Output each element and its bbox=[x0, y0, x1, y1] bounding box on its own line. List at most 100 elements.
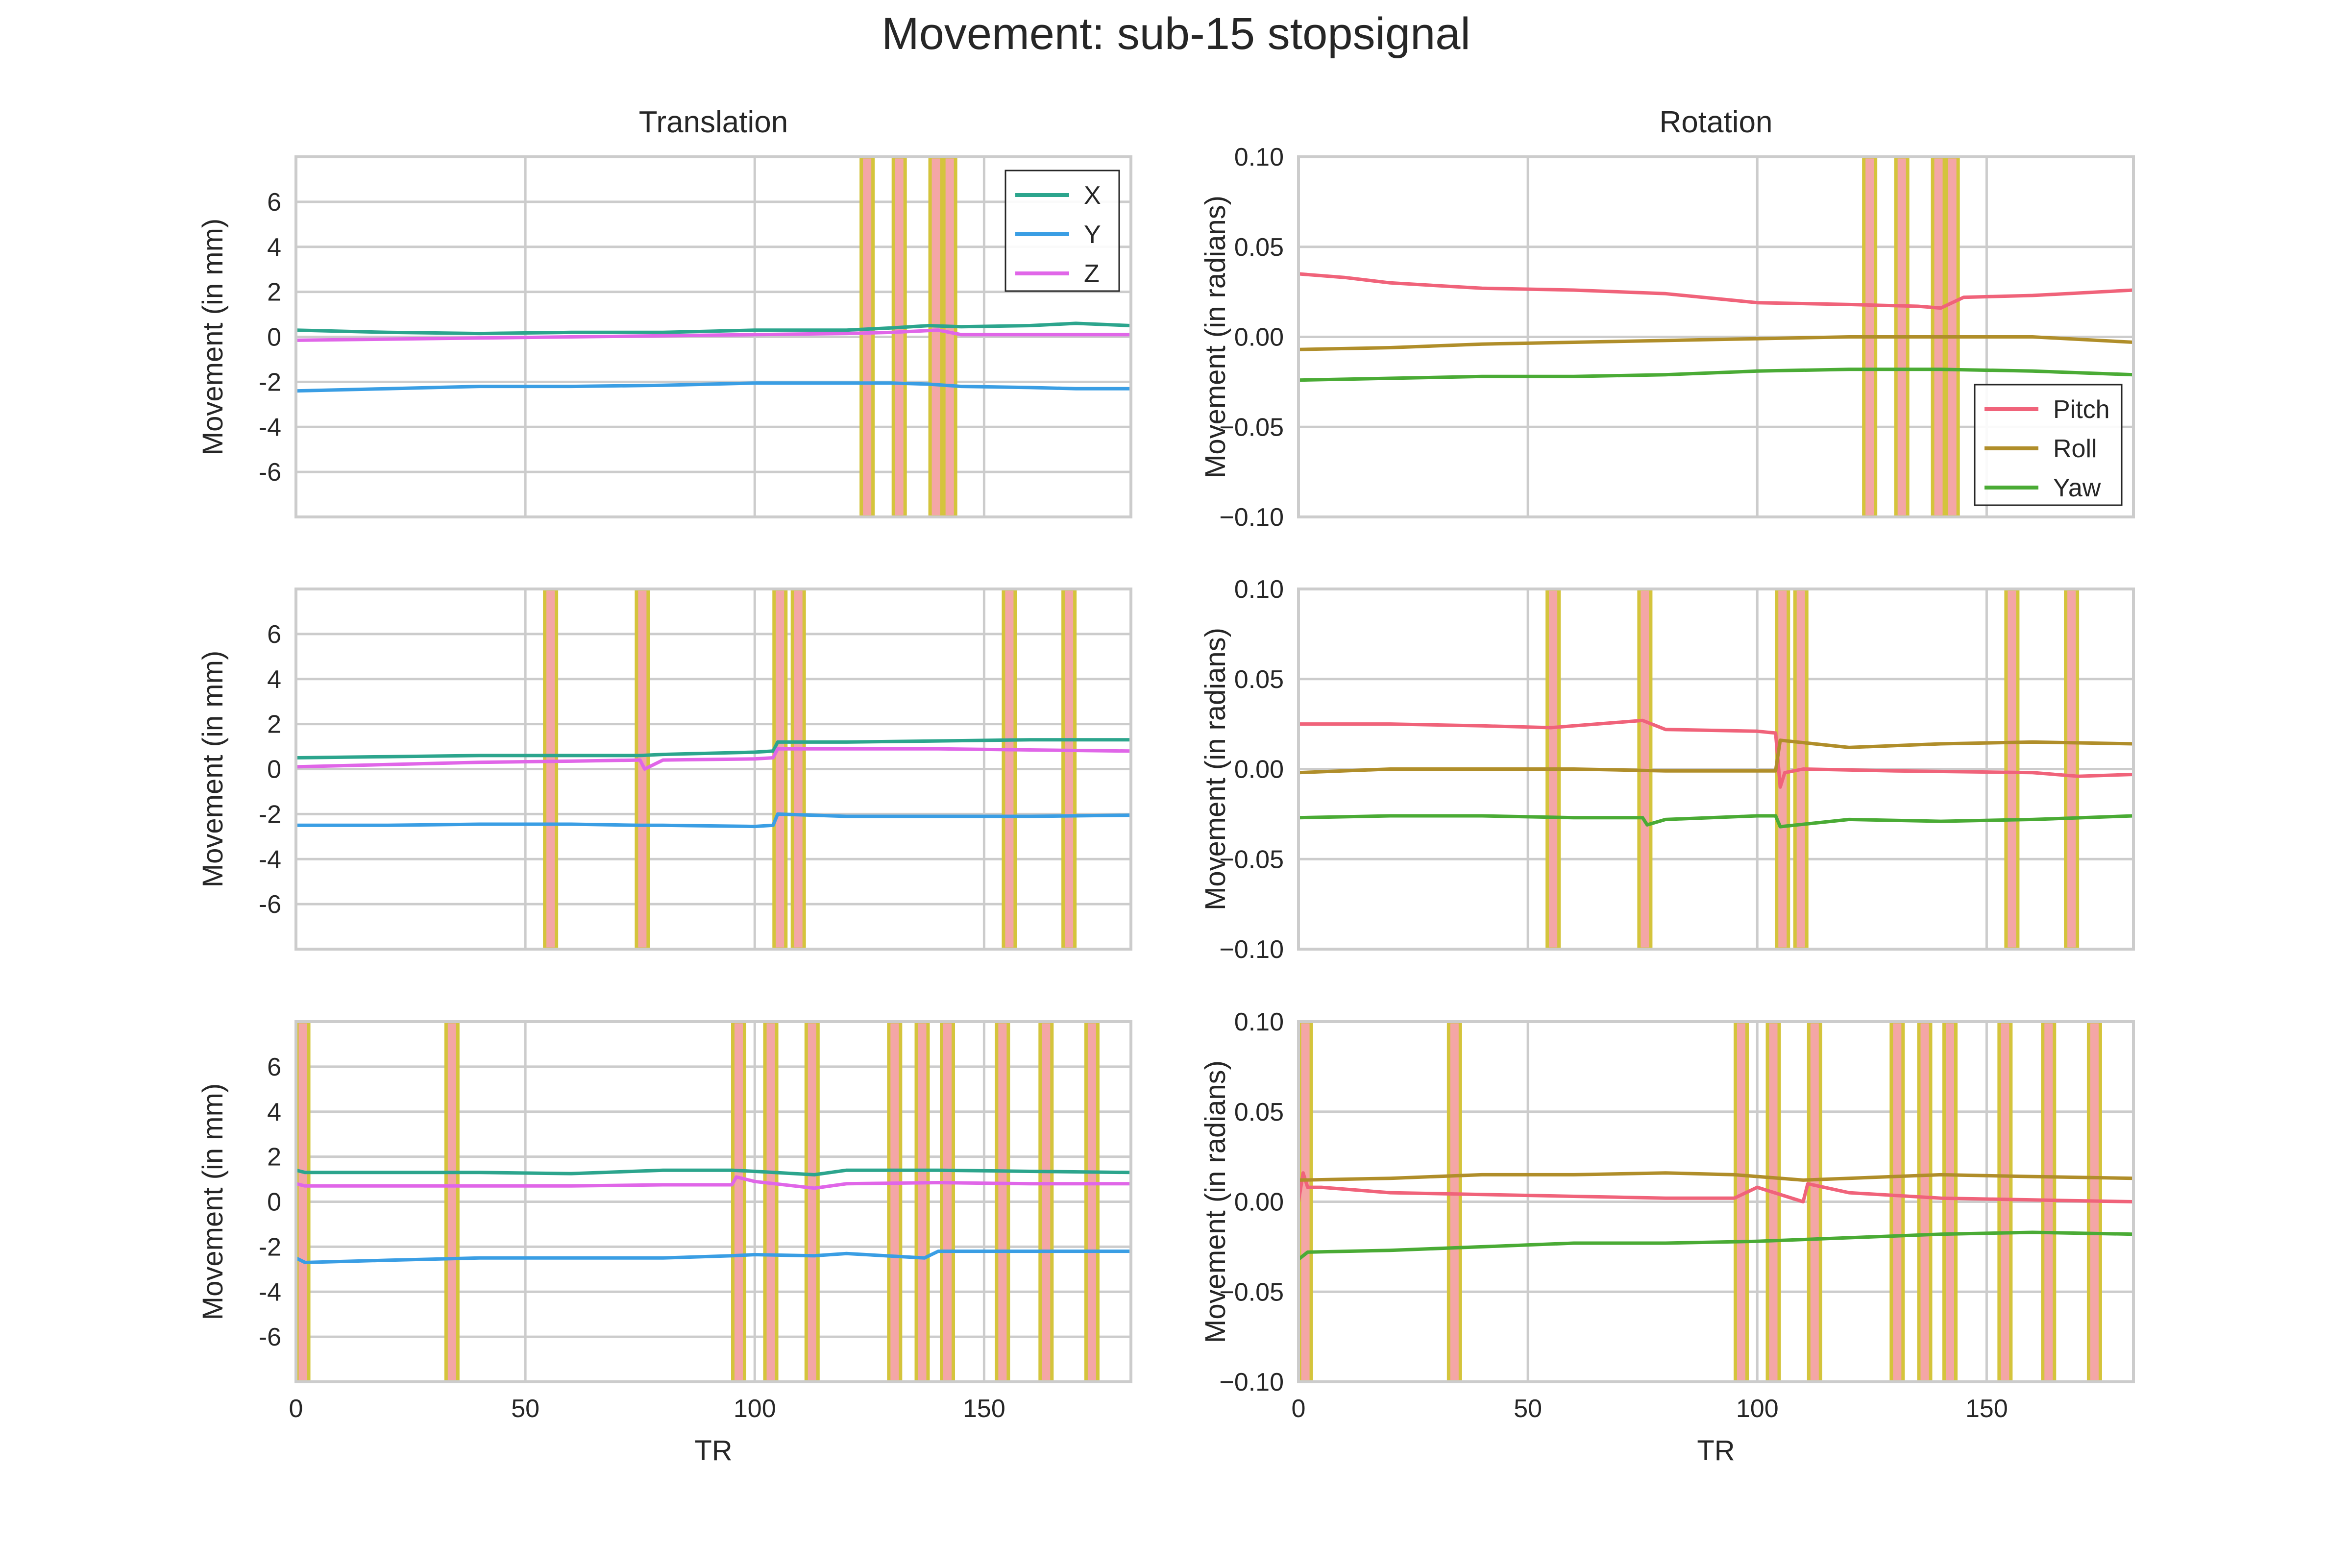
legend: Pitch Roll Yaw bbox=[1974, 384, 2123, 506]
series-line-pitch bbox=[1298, 1171, 2133, 1203]
y-tick-label: 2 bbox=[267, 710, 281, 739]
spike-band bbox=[1061, 589, 1077, 949]
x-tick-label: 150 bbox=[963, 1395, 1005, 1423]
axes-frame bbox=[1297, 1020, 2135, 1383]
series-line-roll bbox=[1298, 1171, 2133, 1182]
series-lines bbox=[1298, 272, 2133, 382]
y-tick-label: 6 bbox=[267, 620, 281, 649]
y-tick-label: 2 bbox=[267, 278, 281, 307]
y-tick-label: −0.10 bbox=[1219, 503, 1284, 532]
x-tick-label: 150 bbox=[1965, 1395, 2008, 1423]
y-tick-label: 0.05 bbox=[1234, 1098, 1284, 1127]
y-tick-label: -4 bbox=[259, 413, 281, 441]
y-axis-label: Movement (in mm) bbox=[197, 1083, 229, 1320]
legend-box bbox=[1004, 170, 1120, 292]
x-axis-label: TR bbox=[1697, 1435, 1735, 1467]
spike-band bbox=[1002, 589, 1017, 949]
spike-band bbox=[939, 1022, 955, 1382]
y-tick-label: -4 bbox=[259, 845, 281, 874]
spike-band bbox=[1889, 1022, 1905, 1382]
spike-band bbox=[942, 157, 957, 517]
legend-box bbox=[1974, 384, 2123, 506]
series-lines bbox=[1298, 1171, 2133, 1261]
x-tick-label: 0 bbox=[289, 1395, 303, 1423]
y-tick-label: 6 bbox=[267, 1053, 281, 1081]
spike-band bbox=[1298, 1022, 1313, 1382]
series-line-yaw bbox=[1298, 368, 2133, 382]
spike-band bbox=[1765, 1022, 1781, 1382]
spike-band bbox=[444, 1022, 460, 1382]
y-tick-label: 0.10 bbox=[1234, 575, 1284, 604]
series-line-roll bbox=[1298, 738, 2133, 775]
x-tick-label: 100 bbox=[1736, 1395, 1779, 1423]
spike-band bbox=[1997, 1022, 2013, 1382]
y-tick-label: -2 bbox=[259, 800, 281, 829]
spike-band bbox=[1917, 1022, 1933, 1382]
y-tick-label: −0.05 bbox=[1219, 1278, 1284, 1306]
x-tick-label: 50 bbox=[511, 1395, 539, 1423]
y-tick-label: 0.10 bbox=[1234, 1008, 1284, 1036]
legend-label: Y bbox=[1084, 220, 1101, 249]
y-tick-label: 0 bbox=[267, 756, 281, 784]
series-line-z bbox=[296, 747, 1131, 771]
panel-run-2-translation: -6 -4 -2 0 2 4 6 Movement (in mm) bbox=[197, 588, 1132, 951]
spike-band bbox=[1733, 1022, 1749, 1382]
spike-band bbox=[1446, 1022, 1462, 1382]
series-line-pitch bbox=[1298, 718, 2133, 789]
y-tick-label: 2 bbox=[267, 1143, 281, 1172]
panels: -6 -4 -2 0 2 4 6 Movement (in mm) XYZ −0.10 −0.05 0… bbox=[197, 143, 2135, 1467]
y-tick-label: 4 bbox=[267, 233, 281, 262]
spike-bands bbox=[296, 1022, 1100, 1382]
spike-bands bbox=[543, 589, 1077, 949]
panel-run-3-translation: -6 -4 -2 0 2 4 6 0 50 100 150 Movement (in mm) TR bbox=[197, 1020, 1132, 1467]
y-tick-label: 0.00 bbox=[1234, 1188, 1284, 1217]
y-axis-label: Movement (in mm) bbox=[197, 219, 229, 455]
spike-band bbox=[296, 1022, 311, 1382]
series-line-x bbox=[296, 321, 1131, 336]
spike-bands bbox=[859, 157, 957, 517]
y-tick-label: -4 bbox=[259, 1278, 281, 1306]
figure-title: Movement: sub-15 stopsignal bbox=[882, 9, 1470, 59]
y-tick-label: 0.00 bbox=[1234, 323, 1284, 352]
series-line-y bbox=[296, 812, 1131, 829]
panel-run-3-rotation: −0.10 −0.05 0.00 0.05 0.10 0 50 100 150 Movement … bbox=[1200, 1008, 2135, 1467]
series-line-yaw bbox=[1298, 814, 2133, 829]
spike-band bbox=[887, 1022, 903, 1382]
x-tick-label: 0 bbox=[1292, 1395, 1306, 1423]
spike-band bbox=[772, 589, 788, 949]
series-lines bbox=[296, 1168, 1131, 1264]
y-tick-label: 0 bbox=[267, 1188, 281, 1217]
series-line-yaw bbox=[1298, 1230, 2133, 1261]
y-tick-label: −0.10 bbox=[1219, 1368, 1284, 1396]
y-tick-label: 4 bbox=[267, 665, 281, 694]
x-tick-label: 50 bbox=[1514, 1395, 1542, 1423]
axes-frame bbox=[294, 1020, 1132, 1383]
spike-band bbox=[731, 1022, 746, 1382]
spike-band bbox=[804, 1022, 820, 1382]
y-tick-label: 6 bbox=[267, 188, 281, 217]
legend-label: Pitch bbox=[2053, 395, 2110, 424]
spike-band bbox=[891, 157, 907, 517]
x-axis-label: TR bbox=[694, 1435, 732, 1467]
legend-label: Yaw bbox=[2053, 474, 2101, 502]
spike-band bbox=[1942, 1022, 1958, 1382]
legend: XYZ bbox=[1004, 170, 1120, 292]
y-tick-label: -6 bbox=[259, 1323, 281, 1351]
series-lines bbox=[296, 321, 1131, 393]
spike-band bbox=[790, 589, 806, 949]
spike-band bbox=[995, 1022, 1010, 1382]
y-tick-label: 0.00 bbox=[1234, 756, 1284, 784]
column-title-translation: Translation bbox=[639, 105, 788, 139]
panel-run-1-translation: -6 -4 -2 0 2 4 6 Movement (in mm) XYZ bbox=[197, 155, 1132, 518]
spike-band bbox=[2004, 589, 2020, 949]
spike-band bbox=[1038, 1022, 1054, 1382]
series-line-z bbox=[296, 328, 1131, 342]
series-line-pitch bbox=[1298, 272, 2133, 310]
axes-frame bbox=[1297, 155, 2135, 518]
axes-frame bbox=[294, 588, 1132, 951]
spike-band bbox=[1807, 1022, 1822, 1382]
y-tick-label: -2 bbox=[259, 1233, 281, 1261]
legend-label: X bbox=[1084, 181, 1101, 210]
